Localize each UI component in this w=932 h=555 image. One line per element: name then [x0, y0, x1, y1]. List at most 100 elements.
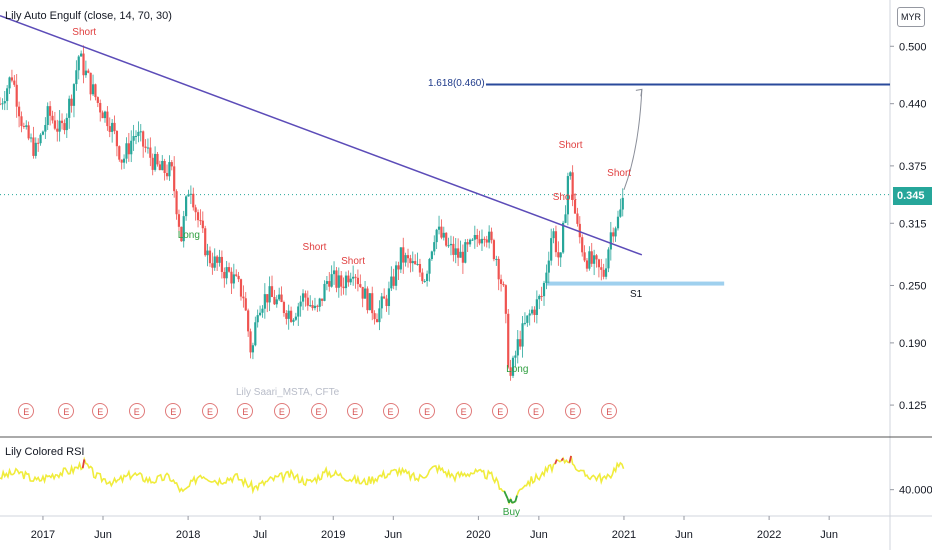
- candle-body: [289, 310, 293, 322]
- candle-body: [94, 84, 97, 98]
- x-tick-label: 2017: [31, 529, 55, 541]
- candle-body: [590, 251, 593, 264]
- candle-body: [170, 162, 173, 167]
- earnings-marker-icon[interactable]: E: [347, 403, 364, 419]
- candle-body: [538, 295, 541, 300]
- earnings-marker-icon[interactable]: E: [310, 403, 327, 419]
- candle-body: [516, 339, 519, 356]
- candle-body: [17, 106, 21, 117]
- candle-body: [478, 239, 481, 244]
- candle-body: [196, 212, 200, 221]
- signal-short-label: Short: [72, 26, 97, 38]
- y-tick-label: 0.500: [899, 41, 927, 53]
- x-tick-label: 2021: [612, 529, 636, 541]
- projection-arrowhead: [635, 88, 643, 97]
- candle-body: [230, 271, 233, 284]
- currency-badge[interactable]: MYR: [897, 7, 925, 27]
- candle-body: [165, 172, 169, 177]
- candle-body: [359, 284, 362, 287]
- candle-body: [122, 158, 126, 163]
- candle-body: [254, 322, 257, 346]
- candle-body: [309, 305, 312, 307]
- candle-body: [421, 272, 424, 282]
- candle-body: [597, 259, 601, 268]
- candle-body: [545, 272, 548, 283]
- candle-body: [247, 310, 250, 332]
- candle-body: [547, 260, 550, 273]
- candle-body: [213, 256, 216, 268]
- candle-body: [490, 231, 493, 241]
- signal-short-label: Short: [552, 192, 577, 204]
- candle-body: [56, 128, 59, 132]
- x-tick-label: 2018: [176, 529, 200, 541]
- candle-body: [521, 323, 524, 347]
- candle-body: [282, 302, 286, 314]
- earnings-marker-icon[interactable]: E: [564, 403, 581, 419]
- x-tick-label: 2022: [757, 529, 781, 541]
- earnings-marker-icon[interactable]: E: [18, 403, 35, 419]
- earnings-marker-icon[interactable]: E: [382, 403, 399, 419]
- candle-body: [91, 84, 95, 95]
- candle-body: [127, 143, 130, 155]
- candle-body: [72, 84, 76, 106]
- y-tick-label: 0.375: [899, 161, 927, 173]
- candle-body: [301, 293, 305, 302]
- candle-body: [49, 106, 52, 116]
- candle-body: [266, 294, 269, 303]
- earnings-marker-icon[interactable]: E: [165, 403, 182, 419]
- candle-body: [294, 316, 297, 320]
- candle-body: [433, 242, 436, 252]
- candle-body: [573, 199, 577, 214]
- projection-arrow: [623, 89, 643, 190]
- candle-body: [404, 255, 407, 263]
- earnings-marker-icon[interactable]: E: [273, 403, 290, 419]
- rsi-buy-label: Buy: [502, 507, 521, 519]
- candle-body: [239, 279, 243, 297]
- candle-body: [402, 247, 405, 263]
- candle-body: [492, 240, 496, 260]
- candle-body: [218, 256, 221, 263]
- signal-long-label: Long: [506, 364, 529, 376]
- y-tick-label: 0.190: [899, 338, 927, 350]
- candle-body: [459, 251, 462, 258]
- candle-body: [120, 159, 123, 163]
- earnings-marker-icon[interactable]: E: [419, 403, 436, 419]
- fib-extension-label: 1.618(0.460): [427, 77, 485, 89]
- candle-body: [158, 164, 161, 171]
- rsi-oversold-segment: [514, 495, 518, 502]
- rsi-oversold-segment: [503, 490, 507, 496]
- rsi-line: [0, 455, 625, 506]
- current-price-badge: 0.345: [893, 187, 932, 205]
- candle-body: [156, 153, 159, 165]
- candle-body: [442, 232, 445, 238]
- candle-body: [485, 239, 488, 243]
- earnings-marker-icon[interactable]: E: [128, 403, 145, 419]
- candle-body: [473, 235, 476, 240]
- candle-body: [168, 162, 171, 177]
- candle-body: [385, 298, 388, 307]
- signal-short-label: Short: [341, 256, 366, 268]
- earnings-marker-icon[interactable]: E: [455, 403, 472, 419]
- candle-body: [583, 252, 586, 261]
- candle-body: [177, 214, 181, 227]
- earnings-marker-icon[interactable]: E: [528, 403, 545, 419]
- earnings-marker-icon[interactable]: E: [92, 403, 109, 419]
- candle-body: [418, 263, 422, 273]
- candle-body: [502, 283, 505, 286]
- earnings-marker-icon[interactable]: E: [58, 403, 75, 419]
- earnings-marker-icon[interactable]: E: [237, 403, 254, 419]
- candle-body: [251, 345, 255, 353]
- earnings-marker-icon[interactable]: E: [492, 403, 509, 419]
- candle-body: [137, 131, 140, 137]
- earnings-marker-icon[interactable]: E: [201, 403, 218, 419]
- candle-body: [514, 355, 517, 358]
- candle-body: [356, 277, 360, 285]
- candle-body: [27, 125, 30, 139]
- earnings-marker-icon[interactable]: E: [601, 403, 618, 419]
- candle-body: [223, 271, 226, 279]
- candle-body: [504, 285, 507, 314]
- candle-body: [604, 268, 608, 277]
- candle-body: [354, 276, 357, 278]
- rsi-y-tick-label: 40.000: [899, 485, 932, 497]
